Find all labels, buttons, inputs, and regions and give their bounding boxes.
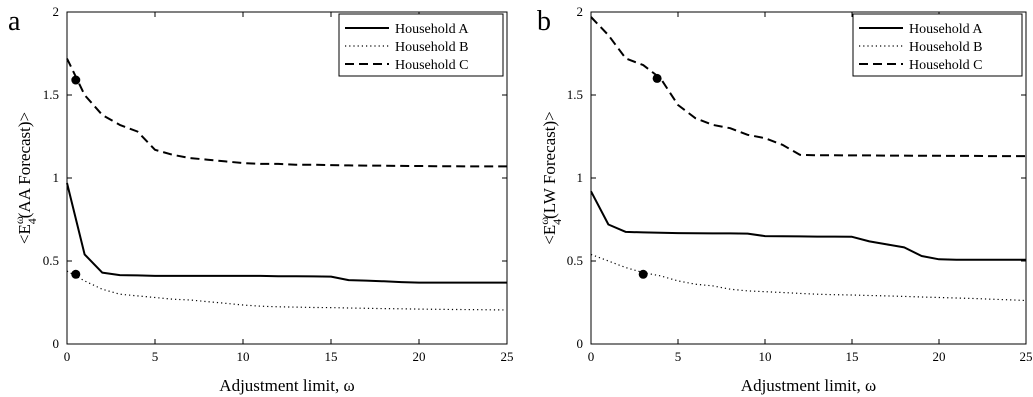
y-axis-title: <Eω4(AA Forecast)> — [12, 112, 39, 244]
y-axis-title-sub: 4 — [550, 219, 564, 225]
x-tick-label: 10 — [237, 349, 250, 364]
legend-label: Household B — [909, 40, 983, 55]
y-tick-label: 0 — [577, 336, 584, 351]
x-tick-label: 10 — [759, 349, 772, 364]
x-tick-label: 0 — [64, 349, 71, 364]
y-tick-label: 1.5 — [43, 87, 59, 102]
x-tick-label: 25 — [501, 349, 514, 364]
panel-a: 0 5 10 15 20 25 0 0.5 1 1.5 2 Household A Household … — [8, 4, 514, 395]
legend-label: Household B — [395, 40, 469, 55]
x-tick-label: 5 — [152, 349, 159, 364]
y-axis-title-sup: ω — [12, 216, 26, 224]
series-line-household-c — [66, 58, 507, 168]
legend-box — [852, 13, 1023, 77]
x-axis-title: Adjustment limit, ω — [219, 376, 354, 395]
y-tick-label: 1 — [53, 170, 60, 185]
legend-label: Household A — [909, 22, 983, 37]
legend-label: Household C — [395, 58, 469, 73]
series-line-household-a — [66, 182, 507, 284]
x-tick-label: 5 — [675, 349, 682, 364]
y-tick-label: 0.5 — [567, 253, 583, 268]
series-line-household-a — [590, 190, 1026, 261]
series-line-household-c — [590, 16, 1026, 158]
data-point-marker — [638, 269, 648, 279]
data-point-marker — [71, 269, 81, 279]
y-axis-title-sup: ω — [537, 217, 551, 225]
y-axis-title: <Eω4(LW Forecast)> — [537, 111, 564, 245]
x-axis-title: Adjustment limit, ω — [741, 376, 876, 395]
panel-letter: a — [8, 6, 21, 37]
y-tick-label: 1.5 — [567, 87, 583, 102]
series-line-household-b — [590, 253, 1027, 302]
y-tick-label: 2 — [577, 4, 584, 19]
panel-letter: b — [537, 6, 551, 37]
x-tick-label: 15 — [846, 349, 859, 364]
y-axis-title-prefix: <E — [540, 225, 559, 245]
y-tick-label: 0.5 — [43, 253, 59, 268]
y-axis-title-sub: 4 — [25, 218, 39, 224]
x-tick-label: 20 — [413, 349, 426, 364]
x-tick-label: 20 — [933, 349, 946, 364]
panel-b: 0 5 10 15 20 25 0 0.5 1 1.5 2 Household A Household … — [537, 4, 1033, 395]
x-tick-label: 15 — [325, 349, 338, 364]
legend-label: Household A — [395, 22, 469, 37]
legend-label: Household C — [909, 58, 983, 73]
data-point-marker — [652, 73, 662, 83]
y-tick-label: 0 — [53, 336, 60, 351]
y-tick-label: 1 — [577, 170, 584, 185]
legend-box — [338, 13, 504, 77]
y-axis-title-prefix: <E — [15, 224, 34, 244]
y-axis-title-suffix: (AA Forecast)> — [15, 112, 34, 218]
x-tick-label: 25 — [1020, 349, 1033, 364]
y-axis-title-suffix: (LW Forecast)> — [540, 111, 559, 219]
y-tick-label: 2 — [53, 4, 60, 19]
data-point-marker — [71, 75, 81, 85]
x-tick-label: 0 — [588, 349, 595, 364]
